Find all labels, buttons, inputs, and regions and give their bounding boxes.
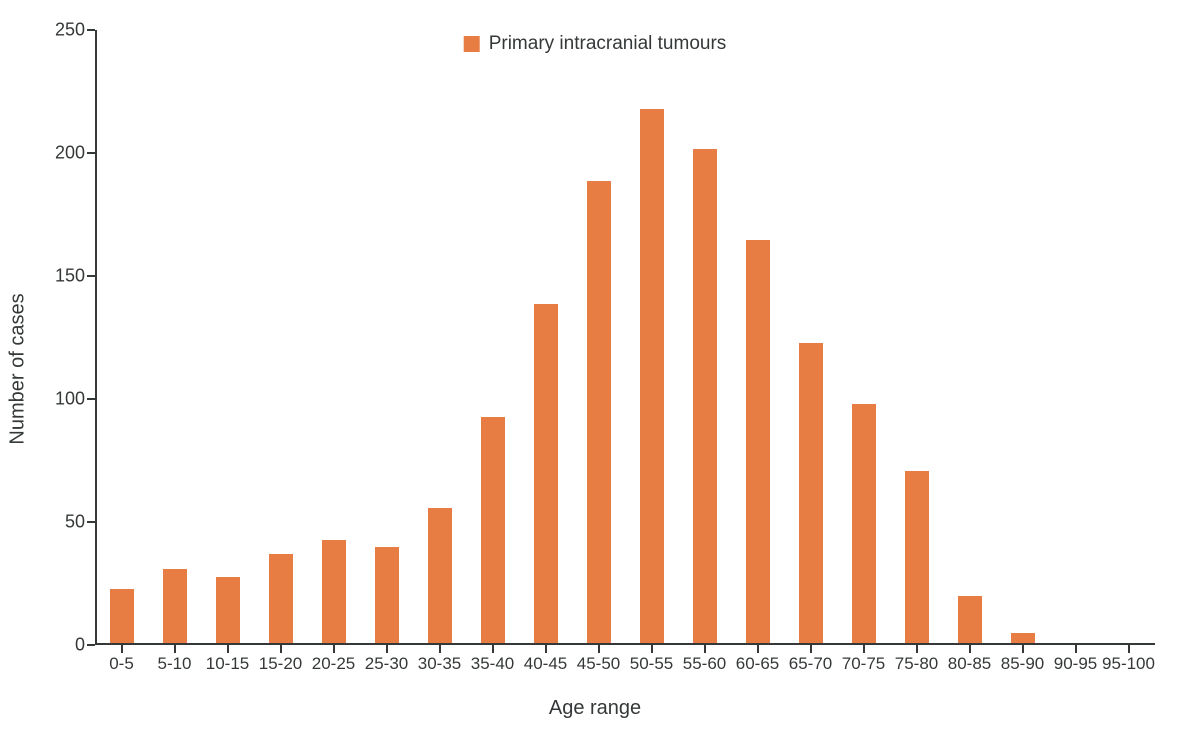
x-tick-label: 10-15 <box>206 654 249 674</box>
x-tick-label: 45-50 <box>577 654 620 674</box>
bar <box>428 508 452 643</box>
x-tick-label: 5-10 <box>157 654 191 674</box>
x-tick <box>863 645 865 653</box>
x-tick-label: 35-40 <box>471 654 514 674</box>
x-tick-label: 25-30 <box>365 654 408 674</box>
x-tick-label: 55-60 <box>683 654 726 674</box>
bar <box>852 404 876 643</box>
y-tick-label: 100 <box>35 389 85 410</box>
legend: Primary intracranial tumours <box>464 33 727 55</box>
x-tick <box>439 645 441 653</box>
x-tick <box>810 645 812 653</box>
x-tick <box>227 645 229 653</box>
bar <box>481 417 505 643</box>
y-axis-line <box>95 30 97 645</box>
x-tick <box>651 645 653 653</box>
y-tick-label: 50 <box>35 512 85 533</box>
x-tick-label: 15-20 <box>259 654 302 674</box>
x-tick <box>1128 645 1130 653</box>
x-tick <box>174 645 176 653</box>
x-axis-title: Age range <box>549 697 641 720</box>
bar <box>640 109 664 643</box>
y-tick-label: 0 <box>35 635 85 656</box>
y-tick-label: 200 <box>35 143 85 164</box>
bar <box>375 547 399 643</box>
legend-swatch <box>464 36 480 52</box>
bar <box>216 577 240 643</box>
x-tick <box>1075 645 1077 653</box>
y-tick-label: 150 <box>35 266 85 287</box>
x-tick <box>969 645 971 653</box>
x-tick <box>704 645 706 653</box>
bar <box>905 471 929 643</box>
bar <box>163 569 187 643</box>
y-axis-title: Number of cases <box>7 293 30 444</box>
x-tick <box>916 645 918 653</box>
bar <box>269 554 293 643</box>
bar <box>693 149 717 643</box>
x-tick <box>121 645 123 653</box>
x-tick <box>1022 645 1024 653</box>
chart-container: Number of cases Age range 0 50 100 150 200 25… <box>0 0 1190 738</box>
bar <box>746 240 770 643</box>
x-tick-label: 85-90 <box>1001 654 1044 674</box>
y-tick <box>87 644 95 646</box>
x-tick-label: 70-75 <box>842 654 885 674</box>
legend-label: Primary intracranial tumours <box>489 33 727 55</box>
x-tick <box>598 645 600 653</box>
x-tick <box>333 645 335 653</box>
x-tick-label: 0-5 <box>109 654 134 674</box>
y-tick <box>87 29 95 31</box>
x-tick-label: 30-35 <box>418 654 461 674</box>
bar <box>322 540 346 643</box>
x-tick-label: 80-85 <box>948 654 991 674</box>
x-tick-label: 95-100 <box>1102 654 1155 674</box>
x-tick <box>280 645 282 653</box>
bar <box>799 343 823 643</box>
x-tick-label: 60-65 <box>736 654 779 674</box>
bar <box>587 181 611 643</box>
bar <box>958 596 982 643</box>
bar <box>534 304 558 643</box>
plot-area <box>95 30 1155 645</box>
x-tick-label: 20-25 <box>312 654 355 674</box>
x-tick <box>545 645 547 653</box>
y-tick-label: 250 <box>35 20 85 41</box>
bar <box>110 589 134 643</box>
y-tick <box>87 152 95 154</box>
x-tick <box>492 645 494 653</box>
x-axis-line <box>95 643 1155 645</box>
y-tick <box>87 398 95 400</box>
y-tick <box>87 275 95 277</box>
y-tick <box>87 521 95 523</box>
x-tick-label: 65-70 <box>789 654 832 674</box>
x-tick-label: 75-80 <box>895 654 938 674</box>
x-tick <box>386 645 388 653</box>
x-tick-label: 90-95 <box>1054 654 1097 674</box>
bar <box>1011 633 1035 643</box>
x-tick-label: 40-45 <box>524 654 567 674</box>
x-tick-label: 50-55 <box>630 654 673 674</box>
x-tick <box>757 645 759 653</box>
